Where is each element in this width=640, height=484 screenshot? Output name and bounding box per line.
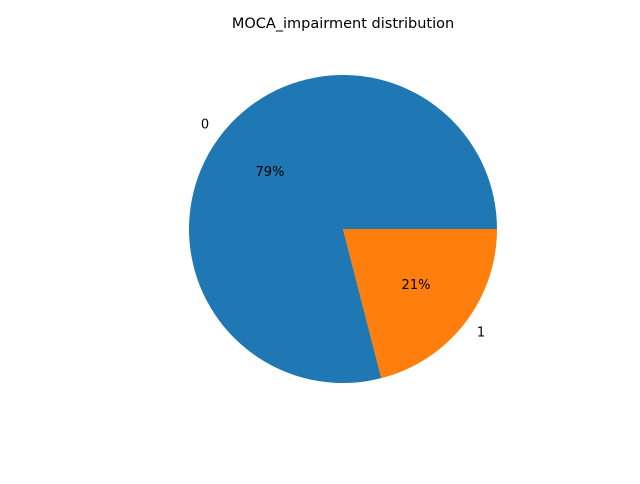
pie-slice-1 [343, 229, 497, 379]
pie-slice-0 [189, 75, 498, 384]
slice-percent-label-0: 79% [256, 165, 285, 180]
pie-labels: 0 79% 1 21% [201, 118, 485, 341]
pie-slices [189, 75, 498, 384]
slice-percent-label-1: 21% [402, 278, 431, 293]
chart-title: MOCA_impairment distribution [232, 16, 454, 32]
slice-label-0: 0 [201, 118, 209, 133]
slice-label-1: 1 [477, 325, 485, 340]
